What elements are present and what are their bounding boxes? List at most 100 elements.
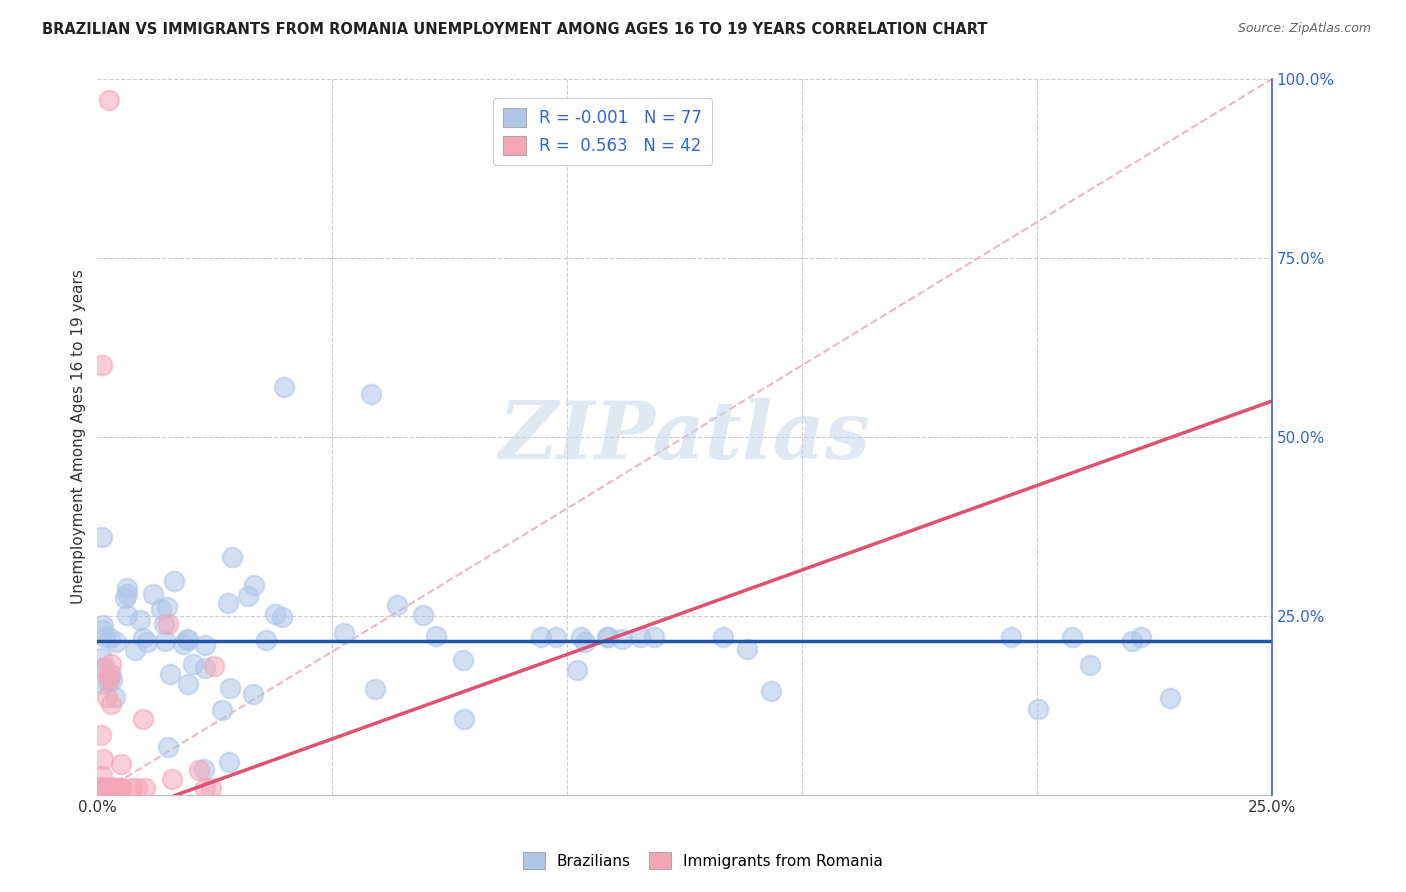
Point <box>159 667 181 681</box>
Point <box>211 703 233 717</box>
Point <box>385 598 408 612</box>
Point <box>89 780 111 795</box>
Point <box>194 780 217 795</box>
Point <box>91 769 114 783</box>
Point <box>163 574 186 589</box>
Point <box>273 380 295 394</box>
Point <box>1026 702 1049 716</box>
Point <box>595 630 617 644</box>
Point <box>187 763 209 777</box>
Point <box>100 667 122 681</box>
Point <box>200 780 222 795</box>
Point <box>1121 634 1143 648</box>
Point <box>93 660 115 674</box>
Point <box>91 623 114 637</box>
Point <box>236 589 259 603</box>
Legend: Brazilians, Immigrants from Romania: Brazilians, Immigrants from Romania <box>517 846 889 875</box>
Point <box>110 780 132 795</box>
Point <box>425 629 447 643</box>
Point <box>628 630 651 644</box>
Point <box>104 690 127 704</box>
Point <box>96 780 118 795</box>
Point <box>643 630 665 644</box>
Point <box>153 616 176 631</box>
Point <box>202 658 225 673</box>
Point <box>91 751 114 765</box>
Point <box>360 387 382 401</box>
Point <box>132 631 155 645</box>
Point <box>453 653 475 667</box>
Point <box>105 634 128 648</box>
Point <box>110 757 132 772</box>
Text: ZIPatlas: ZIPatlas <box>499 398 870 475</box>
Point <box>150 602 173 616</box>
Point <box>90 780 112 795</box>
Point <box>254 632 277 647</box>
Point <box>103 780 125 795</box>
Point <box>598 630 620 644</box>
Point <box>91 677 114 691</box>
Point <box>97 674 120 689</box>
Point <box>271 609 294 624</box>
Point <box>129 613 152 627</box>
Point <box>97 672 120 686</box>
Point <box>89 780 111 795</box>
Point <box>110 780 132 795</box>
Point <box>610 632 633 647</box>
Point <box>157 740 180 755</box>
Point <box>569 630 592 644</box>
Point <box>219 681 242 696</box>
Legend: R = -0.001   N = 77, R =  0.563   N = 42: R = -0.001 N = 77, R = 0.563 N = 42 <box>492 98 713 165</box>
Text: Source: ZipAtlas.com: Source: ZipAtlas.com <box>1237 22 1371 36</box>
Point <box>132 712 155 726</box>
Point <box>115 608 138 623</box>
Point <box>176 632 198 647</box>
Point <box>142 587 165 601</box>
Point <box>124 643 146 657</box>
Point <box>100 780 122 795</box>
Point <box>332 625 354 640</box>
Point <box>1062 630 1084 644</box>
Point <box>172 637 194 651</box>
Point <box>453 712 475 726</box>
Point <box>94 780 117 795</box>
Point <box>181 657 204 672</box>
Point <box>194 638 217 652</box>
Point <box>121 780 143 795</box>
Point <box>100 631 122 645</box>
Point <box>546 630 568 644</box>
Point <box>91 663 114 677</box>
Point <box>530 630 553 644</box>
Point <box>90 728 112 742</box>
Point <box>1159 690 1181 705</box>
Point <box>91 650 114 665</box>
Point <box>96 690 118 705</box>
Point <box>114 591 136 605</box>
Point <box>93 630 115 644</box>
Point <box>193 762 215 776</box>
Point <box>101 780 124 795</box>
Point <box>89 780 111 795</box>
Y-axis label: Unemployment Among Ages 16 to 19 years: Unemployment Among Ages 16 to 19 years <box>72 269 86 604</box>
Point <box>1129 630 1152 644</box>
Point <box>242 687 264 701</box>
Point <box>160 772 183 786</box>
Point <box>100 657 122 671</box>
Point <box>218 755 240 769</box>
Point <box>243 578 266 592</box>
Point <box>156 599 179 614</box>
Point <box>217 595 239 609</box>
Point <box>100 780 122 795</box>
Point <box>96 780 118 795</box>
Point <box>98 668 121 682</box>
Point <box>90 780 112 795</box>
Point <box>115 582 138 596</box>
Point <box>91 358 114 372</box>
Point <box>103 780 125 795</box>
Point <box>735 641 758 656</box>
Point <box>711 630 734 644</box>
Point <box>98 94 121 108</box>
Text: BRAZILIAN VS IMMIGRANTS FROM ROMANIA UNEMPLOYMENT AMONG AGES 16 TO 19 YEARS CORR: BRAZILIAN VS IMMIGRANTS FROM ROMANIA UNE… <box>42 22 987 37</box>
Point <box>194 661 217 675</box>
Point <box>90 780 112 795</box>
